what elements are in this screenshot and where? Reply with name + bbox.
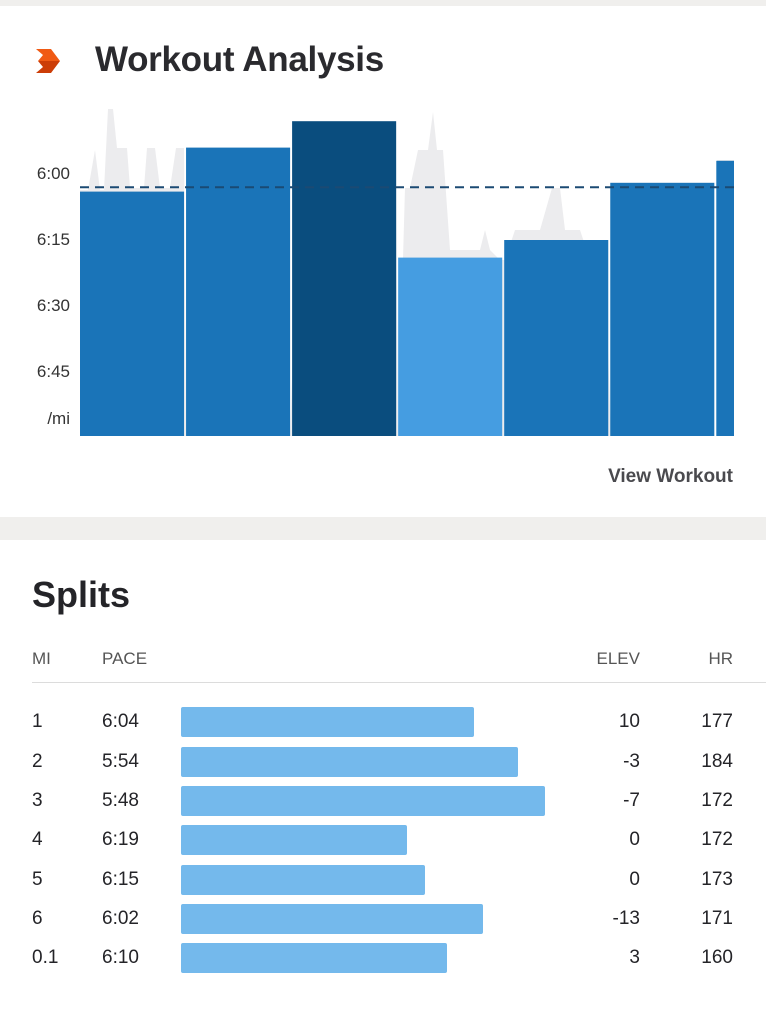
pace-bar-mile-5[interactable]: [504, 240, 609, 436]
split-mile: 6: [32, 908, 43, 929]
split-pace: 5:48: [102, 790, 139, 811]
y-axis-unit: /mi: [47, 409, 70, 428]
split-mile: 4: [32, 829, 43, 850]
split-elev: 10: [618, 711, 640, 732]
split-hr: 160: [701, 947, 733, 968]
split-row[interactable]: 2 5:54 -3 184: [0, 746, 766, 778]
split-pace: 5:54: [102, 751, 139, 772]
section-divider: [0, 517, 766, 540]
split-pace: 6:04: [102, 711, 139, 732]
split-elev: -13: [612, 908, 640, 929]
split-pace-bar: [181, 865, 425, 895]
split-pace: 6:15: [102, 869, 139, 890]
split-hr: 171: [701, 908, 733, 929]
split-pace: 6:10: [102, 947, 139, 968]
split-hr: 177: [701, 711, 733, 732]
split-row[interactable]: 3 5:48 -7 172: [0, 785, 766, 817]
column-header-elev: ELEV: [596, 649, 640, 668]
split-pace: 6:19: [102, 829, 139, 850]
y-tick-label: 6:45: [36, 362, 70, 381]
y-tick-label: 6:30: [36, 296, 70, 315]
split-elev: 3: [629, 947, 640, 968]
header-rule: [32, 682, 766, 683]
split-elev: 0: [629, 869, 640, 890]
split-hr: 173: [701, 869, 733, 890]
split-mile: 2: [32, 751, 43, 772]
split-mile: 1: [32, 711, 43, 732]
top-divider: [0, 0, 766, 6]
split-row[interactable]: 5 6:15 0 173: [0, 864, 766, 896]
split-elev: -3: [623, 751, 640, 772]
split-row[interactable]: 1 6:04 10 177: [0, 706, 766, 738]
pace-bar-mile-2[interactable]: [186, 147, 291, 436]
split-mile: 0.1: [32, 947, 59, 968]
split-pace-bar: [181, 786, 545, 816]
split-row[interactable]: 4 6:19 0 172: [0, 824, 766, 856]
column-header-mi: MI: [32, 649, 51, 668]
split-pace-bar: [181, 904, 483, 934]
page-title: Workout Analysis: [95, 40, 384, 79]
split-pace-bar: [181, 825, 408, 855]
y-tick-label: 6:00: [36, 164, 70, 183]
split-pace: 6:02: [102, 908, 139, 929]
pace-bar-mile-3[interactable]: [292, 121, 397, 436]
pace-bar-mile-1[interactable]: [80, 191, 185, 436]
split-elev: -7: [623, 790, 640, 811]
split-mile: 3: [32, 790, 43, 811]
split-elev: 0: [629, 829, 640, 850]
pace-chart[interactable]: [0, 0, 766, 450]
splits-title: Splits: [32, 574, 131, 615]
pace-bar-mile-4[interactable]: [398, 257, 503, 436]
column-header-pace: PACE: [102, 649, 148, 668]
split-pace-bar: [181, 747, 519, 777]
split-row[interactable]: 6 6:02 -13 171: [0, 903, 766, 935]
split-pace-bar: [181, 707, 474, 737]
split-hr: 172: [701, 829, 733, 850]
column-header-hr: HR: [708, 649, 733, 668]
view-workout-link[interactable]: View Workout: [608, 466, 733, 487]
split-row[interactable]: 0.1 6:10 3 160: [0, 942, 766, 974]
chevron-logo-icon: [36, 49, 60, 73]
split-mile: 5: [32, 869, 43, 890]
split-hr: 172: [701, 790, 733, 811]
pace-bar-mile-0.1[interactable]: [716, 160, 734, 437]
split-pace-bar: [181, 943, 448, 973]
pace-bar-mile-6[interactable]: [610, 182, 715, 436]
split-hr: 184: [701, 751, 733, 772]
y-tick-label: 6:15: [36, 230, 70, 249]
